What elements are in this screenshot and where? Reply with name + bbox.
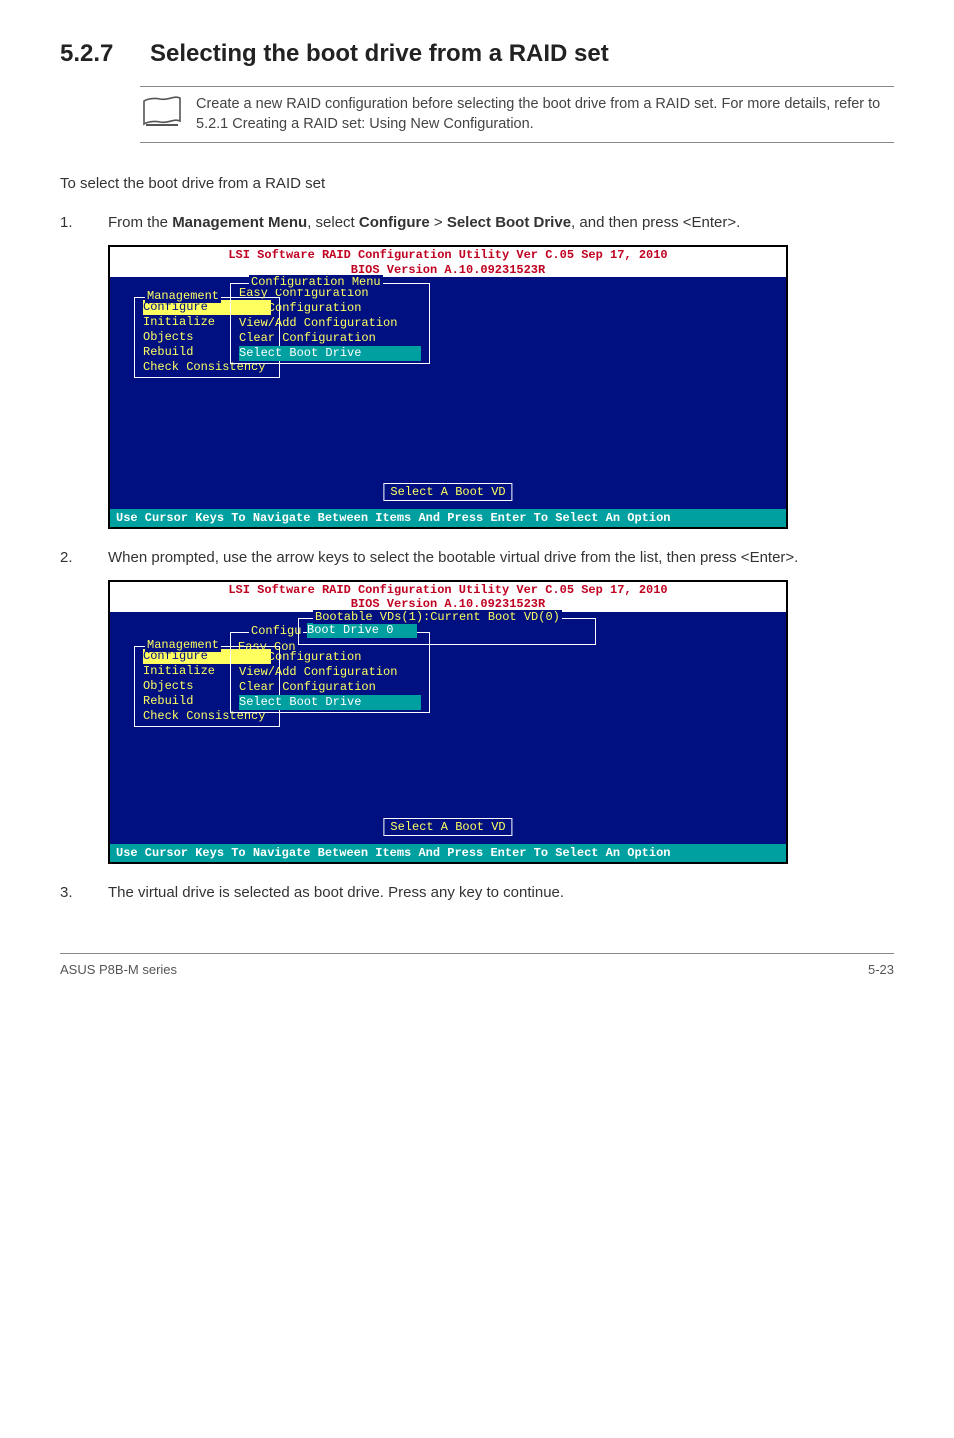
step-number: 3.: [60, 882, 108, 903]
bootable-vd-menu[interactable]: Bootable VDs(1):Current Boot VD(0) Boot …: [298, 618, 596, 645]
step-number: 1.: [60, 212, 108, 233]
step-number: 2.: [60, 547, 108, 568]
bios-title-line1: LSI Software RAID Configuration Utility …: [110, 248, 786, 262]
page-footer: ASUS P8B-M series 5-23: [60, 953, 894, 977]
menu-title: Configu: [249, 624, 303, 638]
cfg-item-select-boot[interactable]: Select Boot Drive: [239, 346, 421, 361]
cfg-item-viewadd[interactable]: View/Add Configuration: [239, 665, 421, 680]
footer-right: 5-23: [868, 962, 894, 977]
note-icon: [140, 95, 182, 129]
configuration-menu[interactable]: Configuration Menu Easy Configuration Ne…: [230, 283, 430, 364]
step-text: From the Management Menu, select Configu…: [108, 212, 894, 233]
cfg-item-clear[interactable]: Clear Configuration: [239, 331, 421, 346]
menu-title: Management: [145, 289, 221, 303]
step-3: 3. The virtual drive is selected as boot…: [60, 882, 894, 903]
bios-screenshot-1: LSI Software RAID Configuration Utility …: [108, 245, 788, 529]
step-text: When prompted, use the arrow keys to sel…: [108, 547, 894, 568]
cfg-item-select-boot[interactable]: Select Boot Drive: [239, 695, 421, 710]
menu-title: Configuration Menu: [249, 275, 383, 289]
bios-footer: Use Cursor Keys To Navigate Between Item…: [110, 844, 786, 862]
intro-text: To select the boot drive from a RAID set: [60, 173, 894, 194]
boot-drive-item[interactable]: Boot Drive 0: [307, 623, 417, 638]
menu-title: Management: [145, 638, 221, 652]
status-message: Select A Boot VD: [383, 483, 512, 501]
cfg-item-viewadd[interactable]: View/Add Configuration: [239, 316, 421, 331]
easy-con-fragment: Easy Con: [238, 640, 296, 654]
note-callout: Create a new RAID configuration before s…: [140, 86, 894, 143]
bios-header: LSI Software RAID Configuration Utility …: [110, 247, 786, 277]
status-message: Select A Boot VD: [383, 818, 512, 836]
cfg-item-new[interactable]: New Configuration: [239, 301, 421, 316]
bios-title-line2: BIOS Version A.10.09231523R: [110, 263, 786, 277]
footer-left: ASUS P8B-M series: [60, 962, 177, 977]
section-title: Selecting the boot drive from a RAID set: [150, 40, 609, 67]
bios-body: Management Configure Initialize Objects …: [110, 277, 786, 509]
steps-list: 2. When prompted, use the arrow keys to …: [60, 547, 894, 568]
bios-title-line1: LSI Software RAID Configuration Utility …: [110, 583, 786, 597]
bios-screenshot-2: LSI Software RAID Configuration Utility …: [108, 580, 788, 864]
cfg-item-clear[interactable]: Clear Configuration: [239, 680, 421, 695]
bios-footer: Use Cursor Keys To Navigate Between Item…: [110, 509, 786, 527]
section-number: 5.2.7: [60, 40, 150, 68]
steps-list: 3. The virtual drive is selected as boot…: [60, 882, 894, 903]
step-2: 2. When prompted, use the arrow keys to …: [60, 547, 894, 568]
bios-header: LSI Software RAID Configuration Utility …: [110, 582, 786, 612]
note-text: Create a new RAID configuration before s…: [196, 95, 894, 134]
section-heading: 5.2.7Selecting the boot drive from a RAI…: [60, 40, 894, 68]
menu-title: Bootable VDs(1):Current Boot VD(0): [313, 610, 562, 624]
steps-list: 1. From the Management Menu, select Conf…: [60, 212, 894, 233]
step-text: The virtual drive is selected as boot dr…: [108, 882, 894, 903]
step-1: 1. From the Management Menu, select Conf…: [60, 212, 894, 233]
bios-body: Management Configure Initialize Objects …: [110, 612, 786, 844]
